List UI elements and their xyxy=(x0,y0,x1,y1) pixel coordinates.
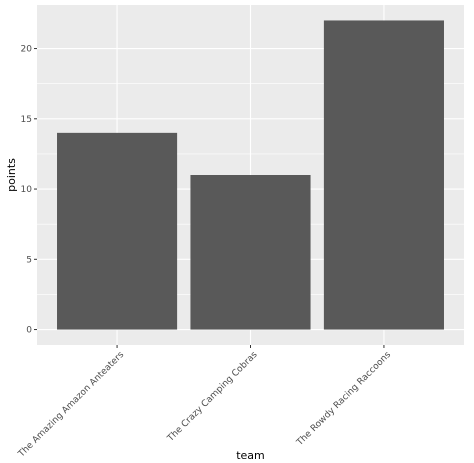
y-tick-label: 15 xyxy=(21,115,32,125)
y-tick-label: 5 xyxy=(26,255,32,265)
bar xyxy=(57,132,178,330)
y-tick-label: 10 xyxy=(21,185,33,195)
bar xyxy=(323,20,444,330)
bars xyxy=(57,20,444,330)
y-tick-label: 20 xyxy=(21,45,33,55)
x-axis-title: team xyxy=(236,449,265,462)
y-axis-ticks: 0 5 10 15 20 xyxy=(21,45,37,336)
y-tick-label: 0 xyxy=(26,326,32,336)
bar xyxy=(190,175,311,330)
y-axis-title: points xyxy=(5,158,18,192)
